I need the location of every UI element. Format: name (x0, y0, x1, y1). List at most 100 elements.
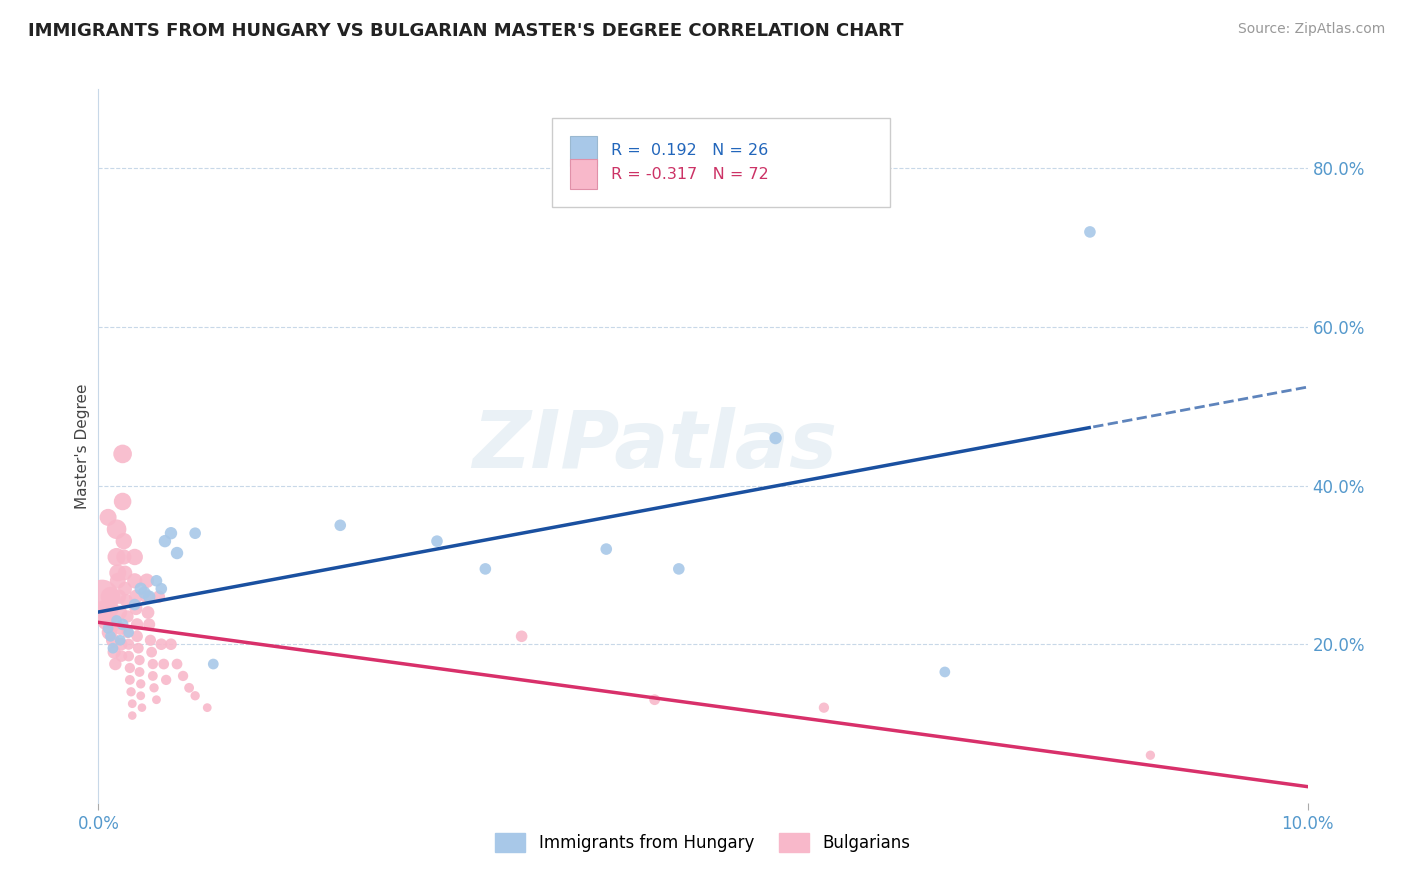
Point (142, 669, 165, 683)
Point (135, 590, 157, 604)
Point (145, 692, 167, 706)
Point (166, 546, 188, 560)
Point (329, 518, 352, 533)
Point (595, 542, 617, 557)
Point (202, 657, 225, 671)
Point (139, 633, 162, 648)
Point (118, 649, 141, 664)
Point (127, 617, 149, 632)
Point (150, 582, 173, 596)
Point (172, 669, 194, 683)
Point (114, 566, 136, 580)
Point (98, 625, 121, 640)
Point (105, 614, 128, 628)
Point (145, 574, 167, 588)
Point (179, 681, 201, 695)
Point (150, 637, 173, 651)
Point (108, 621, 131, 635)
Point (184, 689, 207, 703)
Point (138, 590, 160, 604)
Point (101, 641, 124, 656)
Point (118, 673, 141, 687)
Point (136, 606, 159, 620)
Point (644, 692, 666, 706)
Point (195, 700, 218, 714)
Point (104, 657, 127, 671)
Point (107, 566, 129, 580)
Point (97, 510, 120, 524)
Point (103, 645, 125, 659)
Point (111, 494, 134, 508)
Point (100, 590, 122, 604)
Point (120, 685, 142, 699)
Y-axis label: Master's Degree: Master's Degree (75, 384, 90, 508)
Point (127, 629, 149, 643)
Text: R = -0.317   N = 72: R = -0.317 N = 72 (612, 167, 769, 182)
Point (118, 661, 141, 675)
FancyBboxPatch shape (551, 118, 890, 207)
Point (125, 601, 148, 615)
Point (129, 582, 152, 596)
Point (112, 549, 135, 564)
Point (124, 549, 146, 564)
Point (131, 700, 153, 714)
Bar (569, 136, 596, 166)
Point (118, 625, 141, 640)
Point (143, 681, 166, 695)
Point (124, 574, 146, 588)
Point (105, 549, 128, 564)
Point (474, 562, 496, 576)
Point (184, 526, 207, 541)
Point (100, 629, 122, 643)
Point (160, 637, 183, 651)
Bar (569, 159, 596, 189)
Point (105, 522, 128, 536)
Point (111, 447, 134, 461)
Point (155, 673, 177, 687)
Point (1078, 225, 1101, 239)
Point (110, 649, 132, 664)
Point (934, 665, 956, 679)
Point (101, 617, 124, 632)
Point (111, 617, 134, 632)
Point (129, 677, 152, 691)
Point (112, 534, 135, 549)
Point (121, 708, 143, 723)
Point (117, 625, 139, 640)
Point (148, 590, 170, 604)
Point (141, 645, 163, 659)
Point (97, 621, 120, 635)
Point (129, 689, 152, 703)
Text: IMMIGRANTS FROM HUNGARY VS BULGARIAN MASTER'S DEGREE CORRELATION CHART: IMMIGRANTS FROM HUNGARY VS BULGARIAN MAS… (28, 22, 904, 40)
Point (118, 637, 141, 651)
Point (108, 606, 131, 620)
Point (128, 665, 150, 679)
Point (110, 637, 132, 651)
Point (107, 574, 129, 588)
Point (124, 598, 146, 612)
Point (96, 614, 118, 628)
Point (91, 590, 114, 604)
Point (128, 653, 150, 667)
Point (152, 657, 174, 671)
Point (121, 697, 143, 711)
Point (125, 590, 148, 604)
Point (134, 585, 156, 599)
Point (813, 700, 835, 714)
Point (142, 657, 165, 671)
Point (100, 601, 122, 615)
Point (138, 617, 160, 632)
Point (1139, 748, 1161, 763)
Text: ZIPatlas: ZIPatlas (472, 407, 837, 485)
Point (101, 633, 124, 648)
Text: R =  0.192   N = 26: R = 0.192 N = 26 (612, 143, 768, 158)
Point (108, 633, 131, 648)
Point (135, 574, 157, 588)
Point (510, 629, 533, 643)
Point (668, 562, 690, 576)
Point (127, 641, 149, 656)
Point (426, 534, 449, 549)
Point (160, 526, 183, 541)
Point (108, 590, 131, 604)
Point (153, 534, 176, 549)
